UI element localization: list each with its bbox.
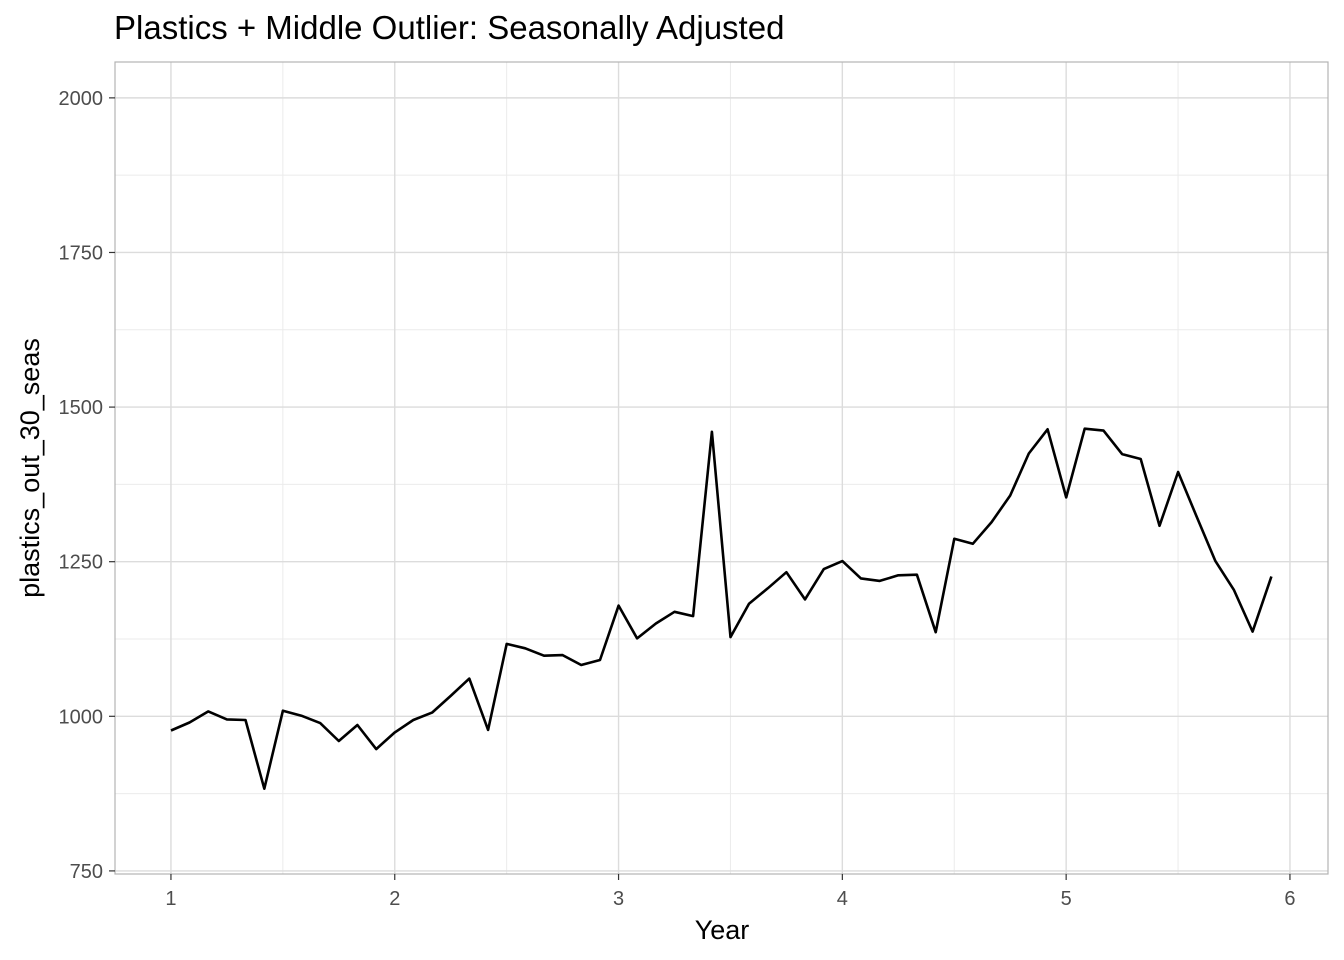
chart-title: Plastics + Middle Outlier: Seasonally Ad… xyxy=(114,9,784,46)
x-tick-label: 6 xyxy=(1284,888,1295,910)
minor-gridlines xyxy=(115,62,1328,874)
x-tick-label: 2 xyxy=(389,888,400,910)
x-tick-label: 1 xyxy=(165,888,176,910)
y-tick-label: 1500 xyxy=(59,397,104,419)
y-tick-label: 1750 xyxy=(59,242,104,264)
major-gridlines xyxy=(115,62,1328,874)
x-axis-ticks: 1 2 3 4 5 6 xyxy=(165,874,1296,910)
y-tick-label: 1250 xyxy=(59,552,104,574)
x-tick-label: 4 xyxy=(837,888,848,910)
series-line xyxy=(170,427,1273,791)
y-tick-label: 750 xyxy=(70,861,103,883)
y-axis-title: plastics_out_30_seas xyxy=(15,338,45,598)
panel-border xyxy=(114,61,1329,875)
y-tick-label: 2000 xyxy=(59,88,104,110)
y-axis-ticks: 750 1000 1250 1500 1750 2000 xyxy=(59,88,115,883)
x-axis-title: Year xyxy=(695,915,750,945)
x-tick-label: 3 xyxy=(613,888,624,910)
y-tick-label: 1000 xyxy=(59,706,104,728)
plot-panel xyxy=(114,61,1329,875)
x-tick-label: 5 xyxy=(1061,888,1072,910)
